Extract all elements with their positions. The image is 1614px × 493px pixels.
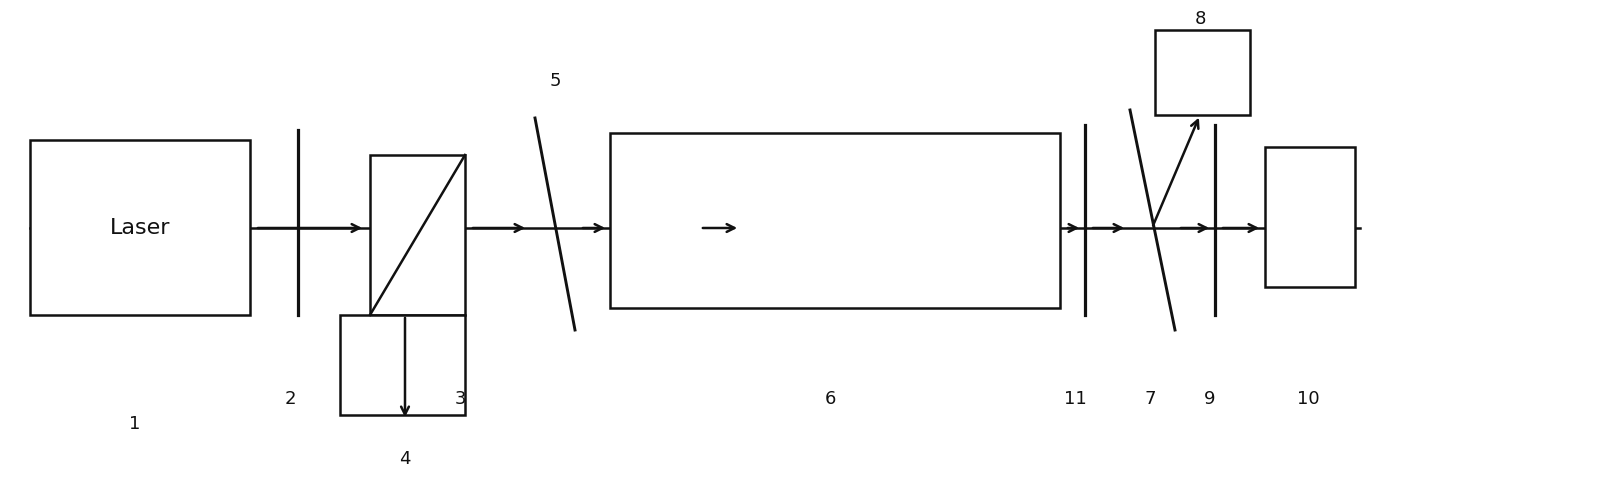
Text: 1: 1: [129, 415, 140, 433]
Text: 11: 11: [1064, 390, 1086, 408]
Text: Laser: Laser: [110, 217, 169, 238]
Text: 5: 5: [549, 72, 560, 90]
Bar: [1264, 147, 1354, 287]
Bar: [31, 140, 250, 315]
Text: 6: 6: [823, 390, 834, 408]
Text: 3: 3: [454, 390, 465, 408]
Text: 2: 2: [284, 390, 295, 408]
Bar: [610, 133, 1059, 308]
Text: 9: 9: [1204, 390, 1215, 408]
Bar: [341, 315, 465, 415]
Text: 8: 8: [1194, 10, 1206, 28]
Bar: [370, 155, 465, 315]
Text: 4: 4: [399, 450, 410, 468]
Text: 10: 10: [1296, 390, 1319, 408]
Bar: [1154, 30, 1249, 115]
Text: 7: 7: [1144, 390, 1156, 408]
